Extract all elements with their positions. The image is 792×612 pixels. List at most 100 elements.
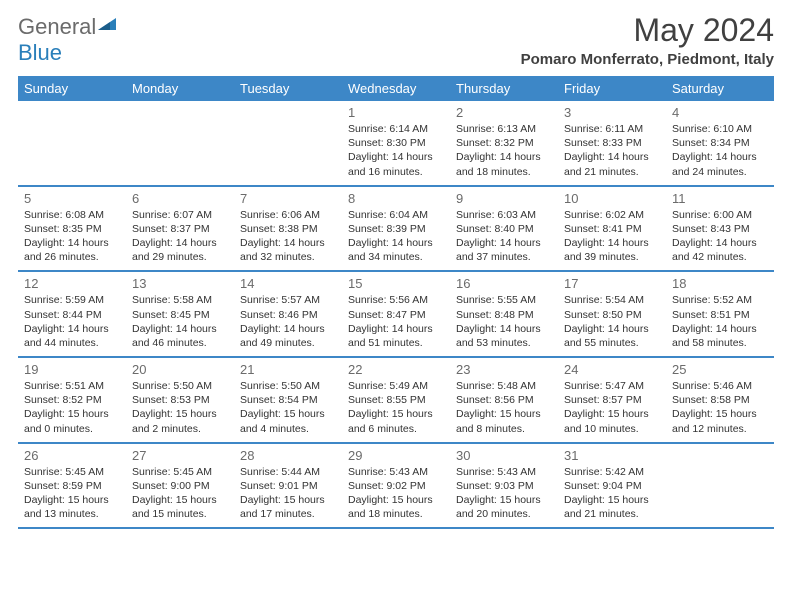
day-header-cell: Saturday — [666, 76, 774, 101]
day-cell: 23 Sunrise: 5:48 AMSunset: 8:56 PMDayligh… — [450, 358, 558, 442]
day-cell: 29Sunrise: 5:43 AMSunset: 9:02 PMDayligh… — [342, 444, 450, 528]
day-info: Sunrise: 5:59 AMSunset: 8:44 PMDaylight:… — [24, 293, 120, 350]
day-number: 5 — [24, 191, 120, 206]
day-cell: 27 Sunrise: 5:45 AMSunset: 9:00 PMDayligh… — [126, 444, 234, 528]
day-cell: 11 Sunrise: 6:00 AMSunset: 8:43 PMDayligh… — [666, 187, 774, 271]
week-row: 19 Sunrise: 5:51 AMSunset: 8:52 PMDayligh… — [18, 358, 774, 444]
day-info: Sunrise: 6:00 AMSunset: 8:43 PMDaylight:… — [672, 208, 768, 265]
day-info: Sunrise: 5:47 AMSunset: 8:57 PMDaylight:… — [564, 379, 660, 436]
day-cell — [666, 444, 774, 528]
week-row: 12 Sunrise: 5:59 AMSunset: 8:44 PMDayligh… — [18, 272, 774, 358]
day-cell: 21Sunrise: 5:50 AMSunset: 8:54 PMDayligh… — [234, 358, 342, 442]
month-title: May 2024 — [521, 12, 774, 49]
day-cell: 28 Sunrise: 5:44 AMSunset: 9:01 PMDayligh… — [234, 444, 342, 528]
logo-text-2: Blue — [18, 40, 62, 65]
day-number: 14 — [240, 276, 336, 291]
day-info: Sunrise: 6:10 AMSunset: 8:34 PMDaylight:… — [672, 122, 768, 179]
day-number: 25 — [672, 362, 768, 377]
week-row: 26 Sunrise: 5:45 AMSunset: 8:59 PMDayligh… — [18, 444, 774, 530]
day-number: 30 — [456, 448, 552, 463]
day-cell: 16 Sunrise: 5:55 AMSunset: 8:48 PMDayligh… — [450, 272, 558, 356]
day-info: Sunrise: 5:51 AMSunset: 8:52 PMDaylight:… — [24, 379, 120, 436]
day-number: 9 — [456, 191, 552, 206]
day-info: Sunrise: 6:03 AMSunset: 8:40 PMDaylight:… — [456, 208, 552, 265]
day-number: 21 — [240, 362, 336, 377]
day-number: 17 — [564, 276, 660, 291]
day-info: Sunrise: 5:46 AMSunset: 8:58 PMDaylight:… — [672, 379, 768, 436]
day-number: 31 — [564, 448, 660, 463]
day-info: Sunrise: 5:55 AMSunset: 8:48 PMDaylight:… — [456, 293, 552, 350]
day-cell: 5 Sunrise: 6:08 AMSunset: 8:35 PMDaylight… — [18, 187, 126, 271]
day-info: Sunrise: 6:08 AMSunset: 8:35 PMDaylight:… — [24, 208, 120, 265]
logo-triangle-icon — [96, 12, 118, 34]
day-cell: 31 Sunrise: 5:42 AMSunset: 9:04 PMDayligh… — [558, 444, 666, 528]
day-number: 4 — [672, 105, 768, 120]
day-number: 8 — [348, 191, 444, 206]
day-info: Sunrise: 5:57 AMSunset: 8:46 PMDaylight:… — [240, 293, 336, 350]
day-cell: 17 Sunrise: 5:54 AMSunset: 8:50 PMDayligh… — [558, 272, 666, 356]
day-number: 23 — [456, 362, 552, 377]
day-cell: 13Sunrise: 5:58 AMSunset: 8:45 PMDayligh… — [126, 272, 234, 356]
day-cell: 1Sunrise: 6:14 AMSunset: 8:30 PMDaylight… — [342, 101, 450, 185]
day-header-cell: Sunday — [18, 76, 126, 101]
day-number: 26 — [24, 448, 120, 463]
day-number: 7 — [240, 191, 336, 206]
day-cell: 12 Sunrise: 5:59 AMSunset: 8:44 PMDayligh… — [18, 272, 126, 356]
day-cell: 4 Sunrise: 6:10 AMSunset: 8:34 PMDaylight… — [666, 101, 774, 185]
day-cell: 20Sunrise: 5:50 AMSunset: 8:53 PMDayligh… — [126, 358, 234, 442]
day-number: 19 — [24, 362, 120, 377]
day-cell: 2 Sunrise: 6:13 AMSunset: 8:32 PMDaylight… — [450, 101, 558, 185]
calendar-page: General Blue May 2024 Pomaro Monferrato,… — [0, 0, 792, 541]
day-header-cell: Tuesday — [234, 76, 342, 101]
day-number: 1 — [348, 105, 444, 120]
day-header-cell: Monday — [126, 76, 234, 101]
day-header-cell: Friday — [558, 76, 666, 101]
day-info: Sunrise: 5:54 AMSunset: 8:50 PMDaylight:… — [564, 293, 660, 350]
weeks-container: 1Sunrise: 6:14 AMSunset: 8:30 PMDaylight… — [18, 101, 774, 529]
day-cell: 19 Sunrise: 5:51 AMSunset: 8:52 PMDayligh… — [18, 358, 126, 442]
day-number: 3 — [564, 105, 660, 120]
day-number: 18 — [672, 276, 768, 291]
day-header-row: SundayMondayTuesdayWednesdayThursdayFrid… — [18, 76, 774, 101]
day-cell: 6Sunrise: 6:07 AMSunset: 8:37 PMDaylight… — [126, 187, 234, 271]
day-number: 12 — [24, 276, 120, 291]
logo-text-1: General — [18, 14, 96, 39]
day-header-cell: Thursday — [450, 76, 558, 101]
day-number: 28 — [240, 448, 336, 463]
day-cell: 14 Sunrise: 5:57 AMSunset: 8:46 PMDayligh… — [234, 272, 342, 356]
day-cell: 18 Sunrise: 5:52 AMSunset: 8:51 PMDayligh… — [666, 272, 774, 356]
day-info: Sunrise: 5:43 AMSunset: 9:02 PMDaylight:… — [348, 465, 444, 522]
day-info: Sunrise: 6:07 AMSunset: 8:37 PMDaylight:… — [132, 208, 228, 265]
week-row: 5 Sunrise: 6:08 AMSunset: 8:35 PMDaylight… — [18, 187, 774, 273]
day-number: 22 — [348, 362, 444, 377]
day-info: Sunrise: 5:45 AMSunset: 9:00 PMDaylight:… — [132, 465, 228, 522]
day-info: Sunrise: 5:49 AMSunset: 8:55 PMDaylight:… — [348, 379, 444, 436]
page-header: General Blue May 2024 Pomaro Monferrato,… — [18, 12, 774, 68]
day-info: Sunrise: 5:58 AMSunset: 8:45 PMDaylight:… — [132, 293, 228, 350]
day-cell — [126, 101, 234, 185]
day-number: 16 — [456, 276, 552, 291]
day-cell: 10Sunrise: 6:02 AMSunset: 8:41 PMDayligh… — [558, 187, 666, 271]
day-cell: 24Sunrise: 5:47 AMSunset: 8:57 PMDayligh… — [558, 358, 666, 442]
day-info: Sunrise: 5:43 AMSunset: 9:03 PMDaylight:… — [456, 465, 552, 522]
day-cell: 9 Sunrise: 6:03 AMSunset: 8:40 PMDaylight… — [450, 187, 558, 271]
day-number: 27 — [132, 448, 228, 463]
day-info: Sunrise: 5:52 AMSunset: 8:51 PMDaylight:… — [672, 293, 768, 350]
day-number: 2 — [456, 105, 552, 120]
day-info: Sunrise: 6:13 AMSunset: 8:32 PMDaylight:… — [456, 122, 552, 179]
day-cell: 3Sunrise: 6:11 AMSunset: 8:33 PMDaylight… — [558, 101, 666, 185]
day-info: Sunrise: 5:45 AMSunset: 8:59 PMDaylight:… — [24, 465, 120, 522]
day-number: 11 — [672, 191, 768, 206]
day-info: Sunrise: 5:44 AMSunset: 9:01 PMDaylight:… — [240, 465, 336, 522]
day-info: Sunrise: 5:42 AMSunset: 9:04 PMDaylight:… — [564, 465, 660, 522]
day-info: Sunrise: 6:06 AMSunset: 8:38 PMDaylight:… — [240, 208, 336, 265]
logo: General Blue — [18, 12, 118, 66]
day-cell — [18, 101, 126, 185]
day-info: Sunrise: 5:48 AMSunset: 8:56 PMDaylight:… — [456, 379, 552, 436]
day-cell: 26 Sunrise: 5:45 AMSunset: 8:59 PMDayligh… — [18, 444, 126, 528]
title-block: May 2024 Pomaro Monferrato, Piedmont, It… — [521, 12, 774, 68]
day-cell: 8Sunrise: 6:04 AMSunset: 8:39 PMDaylight… — [342, 187, 450, 271]
day-cell: 22 Sunrise: 5:49 AMSunset: 8:55 PMDayligh… — [342, 358, 450, 442]
day-cell: 15Sunrise: 5:56 AMSunset: 8:47 PMDayligh… — [342, 272, 450, 356]
day-number: 20 — [132, 362, 228, 377]
